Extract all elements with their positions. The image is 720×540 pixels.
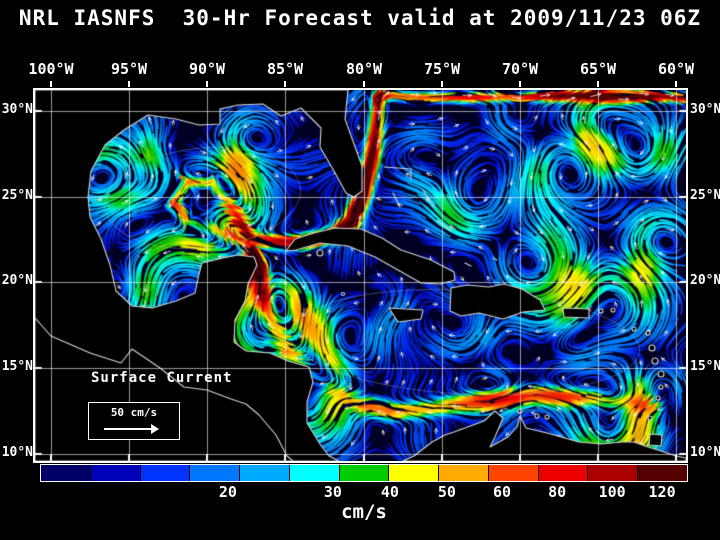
colorbar-segment (587, 465, 638, 481)
lat-tick-label: 10°N (1, 445, 33, 460)
lon-tick-label: 100°W (28, 60, 74, 78)
colorbar-tick-labels: 20 30 40 50 60 80 100 120 (40, 483, 688, 501)
lat-tick-label: 25°N (1, 188, 33, 203)
map-frame: Surface Current 50 cm/s (33, 88, 688, 463)
current-scale-box: 50 cm/s (88, 402, 180, 440)
lon-tick-mark (519, 81, 521, 87)
ocean-current-map-canvas (35, 90, 686, 461)
colorbar-segment (41, 465, 90, 481)
page-title: NRL IASNFS 30-Hr Forecast valid at 2009/… (18, 6, 702, 30)
lat-tick-label: 15°N (690, 359, 720, 374)
colorbar-tick-value: 30 (323, 483, 342, 501)
colorbar-segment (637, 465, 687, 481)
lon-tick-mark (363, 81, 365, 87)
lon-tick-label: 80°W (345, 60, 383, 78)
colorbar-segment (338, 465, 389, 481)
colorbar-segment (288, 465, 339, 481)
colorbar-segment (537, 465, 588, 481)
lon-tick-label: 60°W (657, 60, 695, 78)
lon-tick-mark (597, 81, 599, 87)
lat-tick-label: 30°N (690, 102, 720, 117)
colorbar-segment (89, 465, 140, 481)
lat-tick-label: 10°N (690, 445, 720, 460)
lat-tick-label: 15°N (1, 359, 33, 374)
surface-current-label: Surface Current (91, 370, 233, 386)
colorbar-tick-value: 40 (380, 483, 399, 501)
lon-tick-mark (206, 81, 208, 87)
lat-tick-label: 20°N (1, 273, 33, 288)
lon-tick-label: 75°W (423, 60, 461, 78)
lon-tick-label: 85°W (266, 60, 304, 78)
colorbar-segment (487, 465, 538, 481)
lon-tick-label: 70°W (501, 60, 539, 78)
lon-tick-mark (50, 81, 52, 87)
lon-tick-label: 90°W (188, 60, 226, 78)
lon-tick-label: 65°W (579, 60, 617, 78)
colorbar-tick-value: 120 (648, 483, 676, 501)
lon-tick-mark (284, 81, 286, 87)
colorbar-segment (139, 465, 190, 481)
colorbar-segment (438, 465, 488, 481)
lon-tick-mark (675, 81, 677, 87)
colorbar-segment (189, 465, 240, 481)
colorbar (40, 464, 688, 482)
lat-tick-label: 20°N (690, 273, 720, 288)
lon-tick-mark (128, 81, 130, 87)
colorbar-tick-value: 50 (437, 483, 456, 501)
lat-tick-label: 30°N (1, 102, 33, 117)
colorbar-segment (239, 465, 289, 481)
scale-arrowhead-icon (151, 424, 159, 434)
colorbar-tick-value: 100 (598, 483, 626, 501)
scale-arrow-icon (104, 428, 152, 430)
colorbar-tick-value: 80 (548, 483, 567, 501)
lon-tick-label: 95°W (110, 60, 148, 78)
scale-value-label: 50 cm/s (110, 406, 158, 419)
lat-tick-label: 25°N (690, 188, 720, 203)
colorbar-unit: cm/s (341, 501, 387, 523)
colorbar-tick-value: 20 (218, 483, 237, 501)
lon-tick-mark (441, 81, 443, 87)
colorbar-segment (388, 465, 439, 481)
colorbar-tick-value: 60 (492, 483, 512, 501)
